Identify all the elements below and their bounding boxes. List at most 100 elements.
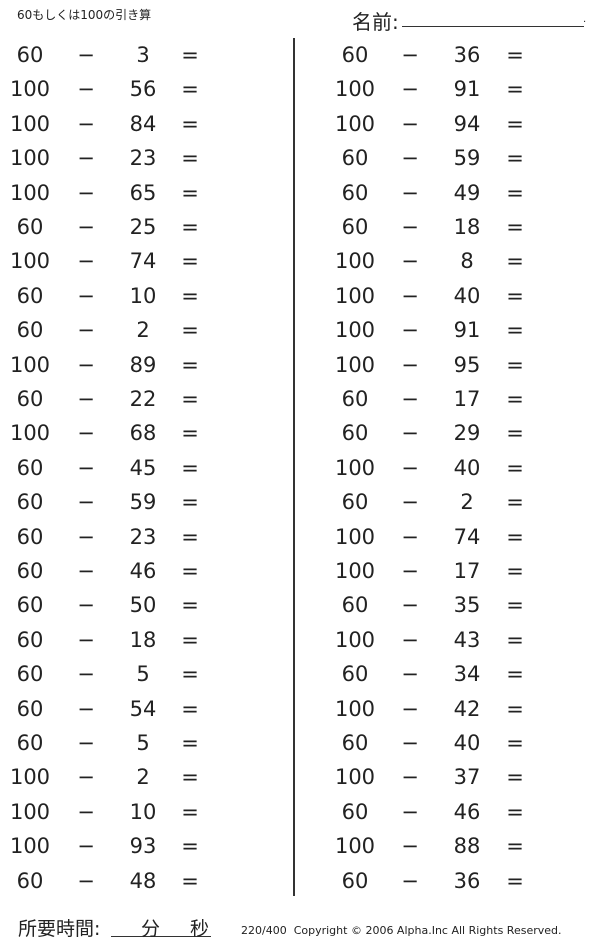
column-divider <box>293 38 295 896</box>
equals-sign: = <box>506 180 524 205</box>
minuend: 100 <box>9 249 51 274</box>
equals-sign: = <box>506 524 524 549</box>
minuend: 60 <box>341 490 369 515</box>
subtrahend: 48 <box>129 868 157 893</box>
minuend: 60 <box>16 662 44 687</box>
minus-sign: − <box>401 43 419 67</box>
minus-sign: − <box>401 696 419 721</box>
equals-sign: = <box>506 490 524 515</box>
subtrahend: 17 <box>453 559 481 583</box>
minuend: 100 <box>334 765 376 790</box>
minuend: 60 <box>341 799 369 824</box>
subtrahend: 68 <box>129 421 157 446</box>
subtrahend: 42 <box>453 696 481 721</box>
minuend: 60 <box>16 731 44 755</box>
minus-sign: − <box>401 593 419 618</box>
equals-sign: = <box>181 43 199 67</box>
subtrahend: 23 <box>129 146 157 171</box>
subtrahend: 91 <box>453 77 481 102</box>
minus-sign: − <box>401 387 419 411</box>
minuend: 100 <box>334 524 376 549</box>
subtrahend: 10 <box>129 283 157 308</box>
subtrahend: 23 <box>129 524 157 549</box>
equals-sign: = <box>181 455 199 480</box>
minuend: 60 <box>16 215 44 239</box>
equals-sign: = <box>506 283 524 308</box>
subtrahend: 59 <box>453 146 481 171</box>
minus-sign: − <box>401 421 419 446</box>
minus-sign: − <box>77 559 95 583</box>
subtrahend: 43 <box>453 627 481 652</box>
equals-sign: = <box>506 43 524 67</box>
minus-sign: − <box>401 765 419 790</box>
minus-sign: − <box>77 180 95 205</box>
equals-sign: = <box>181 765 199 790</box>
minuend: 100 <box>9 352 51 377</box>
minuend: 100 <box>334 318 376 343</box>
minuend: 100 <box>334 834 376 859</box>
minus-sign: − <box>77 111 95 136</box>
subtrahend: 54 <box>129 696 157 721</box>
minus-sign: − <box>77 731 95 755</box>
minus-sign: − <box>77 352 95 377</box>
name-dot: . <box>583 14 587 25</box>
minus-sign: − <box>77 868 95 893</box>
minus-sign: − <box>401 352 419 377</box>
subtrahend: 17 <box>453 387 481 411</box>
subtrahend: 22 <box>129 387 157 411</box>
minus-sign: − <box>77 421 95 446</box>
equals-sign: = <box>506 455 524 480</box>
subtrahend: 91 <box>453 318 481 343</box>
seconds-label: 秒 <box>190 918 210 940</box>
equals-sign: = <box>506 146 524 171</box>
minus-sign: − <box>77 249 95 274</box>
subtrahend: 18 <box>129 627 157 652</box>
minus-sign: − <box>77 43 95 67</box>
minuend: 60 <box>16 627 44 652</box>
subtrahend: 5 <box>136 662 150 687</box>
minus-sign: − <box>77 455 95 480</box>
minuend: 100 <box>334 559 376 583</box>
subtrahend: 34 <box>453 662 481 687</box>
minus-sign: − <box>401 249 419 274</box>
minus-sign: − <box>401 490 419 515</box>
minuend: 100 <box>334 111 376 136</box>
minutes-label: 分 <box>141 918 161 940</box>
equals-sign: = <box>181 868 199 893</box>
equals-sign: = <box>181 593 199 618</box>
page-number: 220/400 <box>241 924 287 937</box>
minuend: 60 <box>341 215 369 239</box>
subtrahend: 36 <box>453 43 481 67</box>
minuend: 100 <box>334 352 376 377</box>
equals-sign: = <box>181 696 199 721</box>
subtrahend: 8 <box>460 249 474 274</box>
minus-sign: − <box>401 559 419 583</box>
minuend: 60 <box>341 731 369 755</box>
subtrahend: 35 <box>453 593 481 618</box>
minuend: 60 <box>341 662 369 687</box>
minuend: 60 <box>16 387 44 411</box>
subtrahend: 74 <box>453 524 481 549</box>
minuend: 60 <box>341 43 369 67</box>
minus-sign: − <box>401 215 419 239</box>
minuend: 100 <box>9 765 51 790</box>
minuend: 100 <box>334 283 376 308</box>
minus-sign: − <box>77 662 95 687</box>
equals-sign: = <box>181 77 199 102</box>
minuend: 60 <box>16 524 44 549</box>
subtrahend: 10 <box>129 799 157 824</box>
equals-sign: = <box>181 318 199 343</box>
minuend: 100 <box>334 77 376 102</box>
minus-sign: − <box>77 215 95 239</box>
equals-sign: = <box>181 421 199 446</box>
subtrahend: 49 <box>453 180 481 205</box>
minuend: 60 <box>341 146 369 171</box>
minuend: 60 <box>16 696 44 721</box>
minuend: 60 <box>16 868 44 893</box>
subtrahend: 2 <box>136 765 150 790</box>
time-field-line <box>111 936 211 937</box>
equals-sign: = <box>181 799 199 824</box>
minuend: 60 <box>16 283 44 308</box>
equals-sign: = <box>506 77 524 102</box>
minus-sign: − <box>77 627 95 652</box>
